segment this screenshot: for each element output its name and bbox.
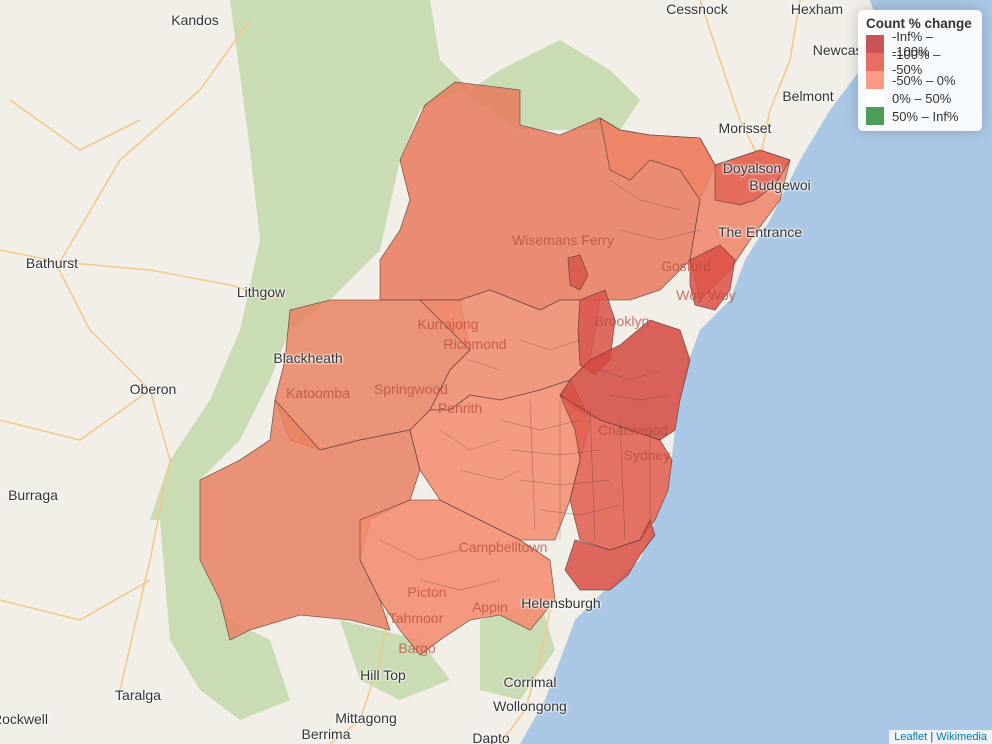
national-park: [150, 0, 640, 520]
legend-swatch: [866, 35, 884, 53]
place-label: The Entrance: [717, 224, 803, 240]
legend-items: -Inf% – -100% -100% – -50% -50% – 0% 0% – 5…: [866, 29, 974, 125]
leaflet-link[interactable]: Leaflet: [894, 731, 928, 743]
place-label: Wollongong: [493, 698, 567, 714]
place-label: Lithgow: [236, 284, 286, 300]
legend-item: 50% – Inf%: [866, 107, 974, 125]
region-sutherland[interactable]: [564, 518, 656, 591]
region-wyong-north[interactable]: [714, 149, 791, 206]
place-label: Chatswood: [597, 422, 669, 438]
place-label: Corrimal: [503, 674, 557, 690]
place-label: Mittagong: [335, 710, 397, 726]
place-label: Berrima: [301, 726, 351, 742]
legend-label: -Inf% – -100%: [891, 29, 934, 59]
place-label: Burraga: [8, 487, 58, 503]
legend: Count % change -Inf% – -100% -100% – -50%…: [858, 10, 982, 131]
place-label: Tahmoor: [388, 610, 444, 626]
place-label: Belmont: [782, 88, 834, 104]
legend-title: Count % change: [866, 16, 972, 31]
legend-item: -Inf% – -100%: [866, 29, 974, 59]
sea: [520, 0, 992, 744]
place-label: Woy Woy: [676, 287, 736, 303]
place-label: Sydney: [623, 447, 671, 463]
national-park: [340, 620, 450, 700]
place-label: Hill Top: [360, 667, 406, 683]
place-label: Bargo: [398, 640, 436, 656]
choropleth-layer[interactable]: [199, 81, 791, 656]
road-network: [0, 0, 801, 744]
legend-swatch: [866, 89, 884, 107]
place-label: Taralga: [115, 687, 161, 703]
place-label: Springwood: [374, 381, 448, 397]
place-label: Bathurst: [25, 255, 79, 271]
legend-item: -100% – -50%: [866, 47, 974, 77]
place-label: Campbelltown: [458, 539, 548, 555]
legend-item: 0% – 50%: [866, 89, 974, 107]
place-label: Appin: [472, 599, 508, 615]
legend-label: -50% – 0%: [892, 72, 956, 88]
place-label: Blackheath: [273, 350, 343, 366]
suburb-boundaries: [379, 179, 701, 591]
place-label: Helensburgh: [521, 595, 601, 611]
place-label: Rockwell: [0, 711, 49, 727]
place-label: Picton: [407, 584, 447, 600]
legend-label: 50% – Inf%: [892, 108, 959, 124]
place-label: Penrith: [437, 400, 483, 416]
place-label: Morisset: [718, 120, 772, 136]
place-label: Doyalson: [722, 160, 782, 176]
legend-swatch: [866, 53, 884, 71]
place-label: Wisemans Ferry: [512, 232, 614, 248]
legend-item: -50% – 0%: [866, 71, 974, 89]
place-label: Dapto: [472, 730, 510, 744]
attribution: Leaflet | Wikimedia: [889, 730, 992, 744]
place-label: Kandos: [171, 12, 219, 28]
place-label: Oberon: [129, 381, 177, 397]
place-label: Katoomba: [286, 385, 350, 401]
legend-swatch: [866, 71, 884, 89]
attribution-separator: |: [930, 731, 934, 743]
place-label: Gosford: [661, 258, 711, 274]
place-label: Kurrajong: [417, 316, 479, 332]
region-wisemans-dark[interactable]: [567, 254, 589, 291]
place-label: Brooklyn: [594, 313, 650, 329]
place-label: Hexham: [790, 1, 844, 17]
national-park: [160, 470, 290, 720]
legend-swatch: [866, 107, 884, 125]
place-label: Budgewoi: [749, 177, 811, 193]
legend-label: -100% – -50%: [891, 47, 941, 77]
place-label: Cessnock: [666, 1, 728, 17]
region-gosford-coast[interactable]: [689, 244, 736, 311]
legend-label: 0% – 50%: [892, 90, 952, 106]
wikimedia-link[interactable]: Wikimedia: [936, 731, 987, 743]
place-label: Richmond: [443, 336, 507, 352]
